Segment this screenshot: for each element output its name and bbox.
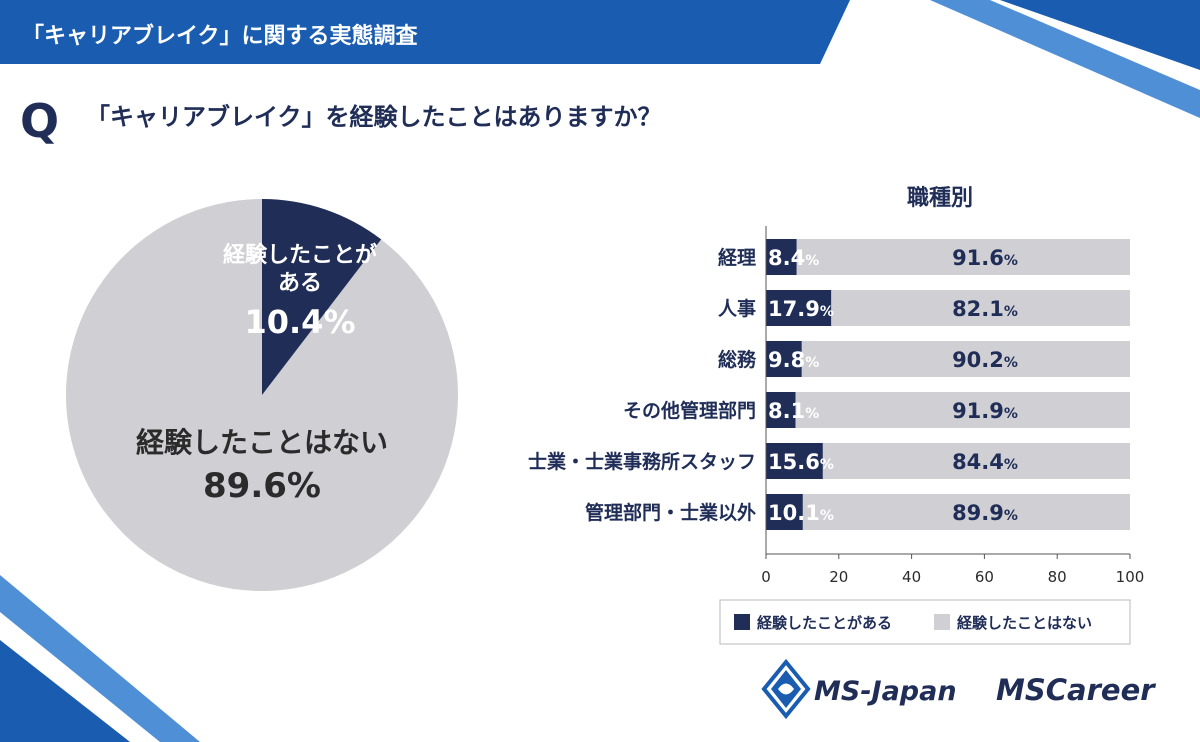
bar-no-experience: [802, 494, 1130, 530]
bars: 経理 8.4% 91.6%人事 17.9% 82.1%総務 9.8% 90.2%その他管理部…: [528, 239, 1130, 530]
question-marker: Q: [20, 94, 59, 148]
bar-experienced: [766, 239, 797, 275]
category-label: その他管理部門: [623, 399, 756, 422]
bar-chart-title: 職種別: [907, 185, 973, 211]
bar-experienced: [766, 494, 803, 530]
category-label: 管理部門・士業以外: [585, 501, 756, 524]
ms-career-wordmark: MSCareer: [996, 673, 1156, 707]
bar-no-experience: [795, 392, 1130, 428]
pie-value-no-experience: 89.6%: [203, 466, 321, 506]
pie-label-experienced-line2: ある: [278, 271, 322, 296]
x-tick-label: 100: [1116, 568, 1145, 586]
legend-label-no-experience: 経験したことはない: [957, 614, 1092, 632]
legend-swatch-experienced: [734, 614, 750, 630]
ms-japan-logo: MS-Japan: [761, 658, 957, 720]
top-right-stripe-light: [930, 0, 1200, 118]
x-tick-label: 60: [975, 568, 994, 586]
category-label: 総務: [718, 348, 757, 371]
bar-experienced: [766, 341, 802, 377]
pie-slice-experienced: [262, 199, 382, 395]
bar-no-experience: [831, 290, 1130, 326]
pie-label-no-experience: 経験したことはない: [136, 426, 388, 459]
question-text: 「キャリアブレイク」を経験したことはありますか？: [86, 103, 662, 131]
legend-box: [719, 599, 1131, 645]
x-tick-label: 0: [761, 568, 771, 586]
question: Q 「キャリアブレイク」を経験したことはありますか？: [20, 94, 662, 148]
x-tick-label: 20: [829, 568, 848, 586]
category-label: 人事: [718, 297, 756, 320]
x-ticks: 0 20 40 60 80 100: [761, 554, 1144, 586]
bar-no-experience: [796, 239, 1130, 275]
x-tick-label: 80: [1048, 568, 1067, 586]
category-label: 士業・士業事務所スタッフ: [528, 450, 756, 473]
header-bar: [0, 0, 850, 64]
bar-no-experience: [801, 341, 1130, 377]
bottom-left-stripe-light: [0, 575, 200, 742]
bar-experienced: [766, 290, 832, 326]
ms-japan-diamond-icon: [761, 658, 811, 720]
bar-experienced: [766, 443, 823, 479]
top-right-stripe-dark: [1000, 0, 1200, 70]
bar-experienced: [766, 392, 796, 428]
legend-label-experienced: 経験したことがある: [757, 614, 892, 632]
pie-chart: 経験したことが ある 10.4% 経験したことはない 89.6%: [65, 199, 458, 591]
ms-japan-wordmark: MS-Japan: [814, 676, 957, 707]
x-tick-label: 40: [902, 568, 921, 586]
pie-label-experienced-line1: 経験したことが: [223, 242, 377, 268]
bar-chart: 職種別 経理 8.4% 91.6%人事 17.9% 82.1%総務 9.8% 90.2%その…: [528, 185, 1144, 586]
ms-career-logo: MSCareer: [996, 673, 1156, 707]
legend-swatch-no-experience: [934, 614, 950, 630]
value-label-no-experience: 91.6%: [952, 246, 1018, 270]
bar-no-experience: [822, 443, 1130, 479]
legend: 経験したことがある 経験したことはない: [719, 599, 1131, 645]
category-label: 経理: [718, 246, 756, 269]
header-banner: 「キャリアブレイク」に関する実態調査: [0, 0, 850, 64]
pie-value-experienced: 10.4%: [244, 303, 355, 341]
header-title: 「キャリアブレイク」に関する実態調査: [22, 23, 419, 49]
bottom-left-stripe-dark: [0, 640, 130, 742]
